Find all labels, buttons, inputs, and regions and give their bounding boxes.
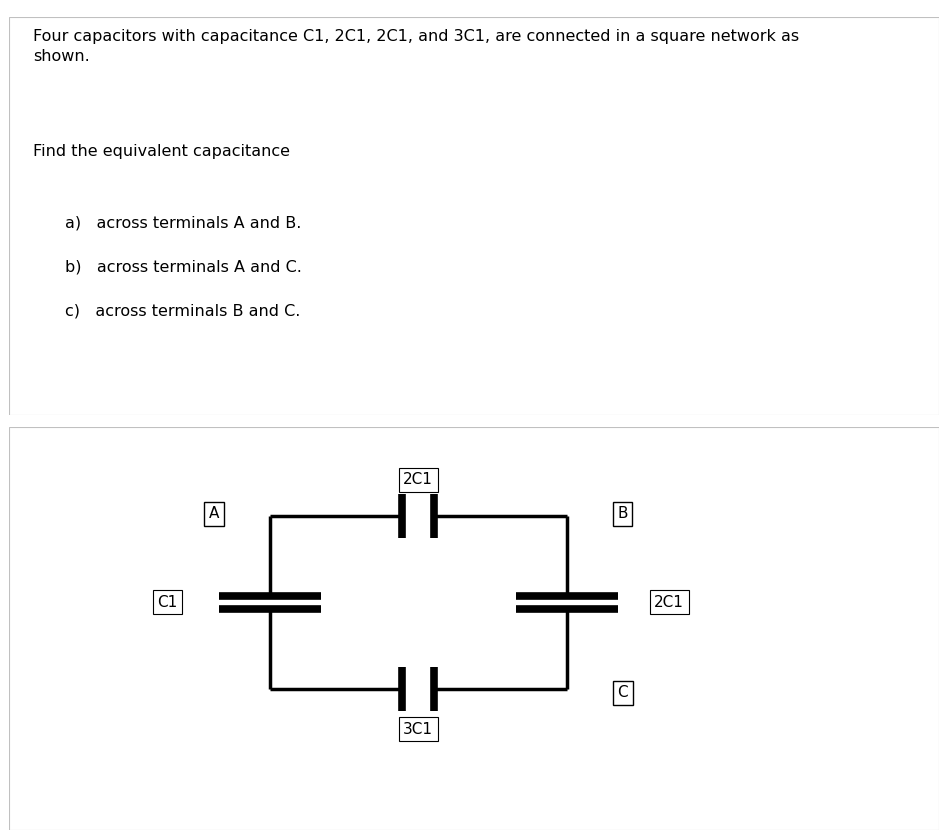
- Text: C1: C1: [157, 595, 177, 610]
- Text: a)   across terminals A and B.: a) across terminals A and B.: [65, 215, 301, 230]
- Text: Find the equivalent capacitance: Find the equivalent capacitance: [32, 144, 290, 159]
- Text: 2C1: 2C1: [403, 472, 433, 487]
- Text: A: A: [209, 506, 219, 521]
- Text: Four capacitors with capacitance C1, 2C1, 2C1, and 3C1, are connected in a squar: Four capacitors with capacitance C1, 2C1…: [32, 28, 799, 64]
- Text: c)   across terminals B and C.: c) across terminals B and C.: [65, 303, 301, 318]
- Text: C: C: [617, 685, 628, 701]
- Text: B: B: [617, 506, 628, 521]
- Text: 3C1: 3C1: [403, 722, 433, 737]
- Text: 2C1: 2C1: [654, 595, 684, 610]
- Text: b)   across terminals A and C.: b) across terminals A and C.: [65, 260, 302, 275]
